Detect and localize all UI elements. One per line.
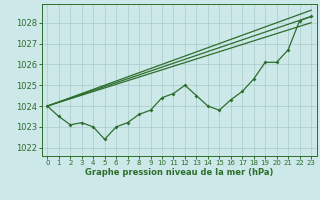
X-axis label: Graphe pression niveau de la mer (hPa): Graphe pression niveau de la mer (hPa) [85, 168, 273, 177]
